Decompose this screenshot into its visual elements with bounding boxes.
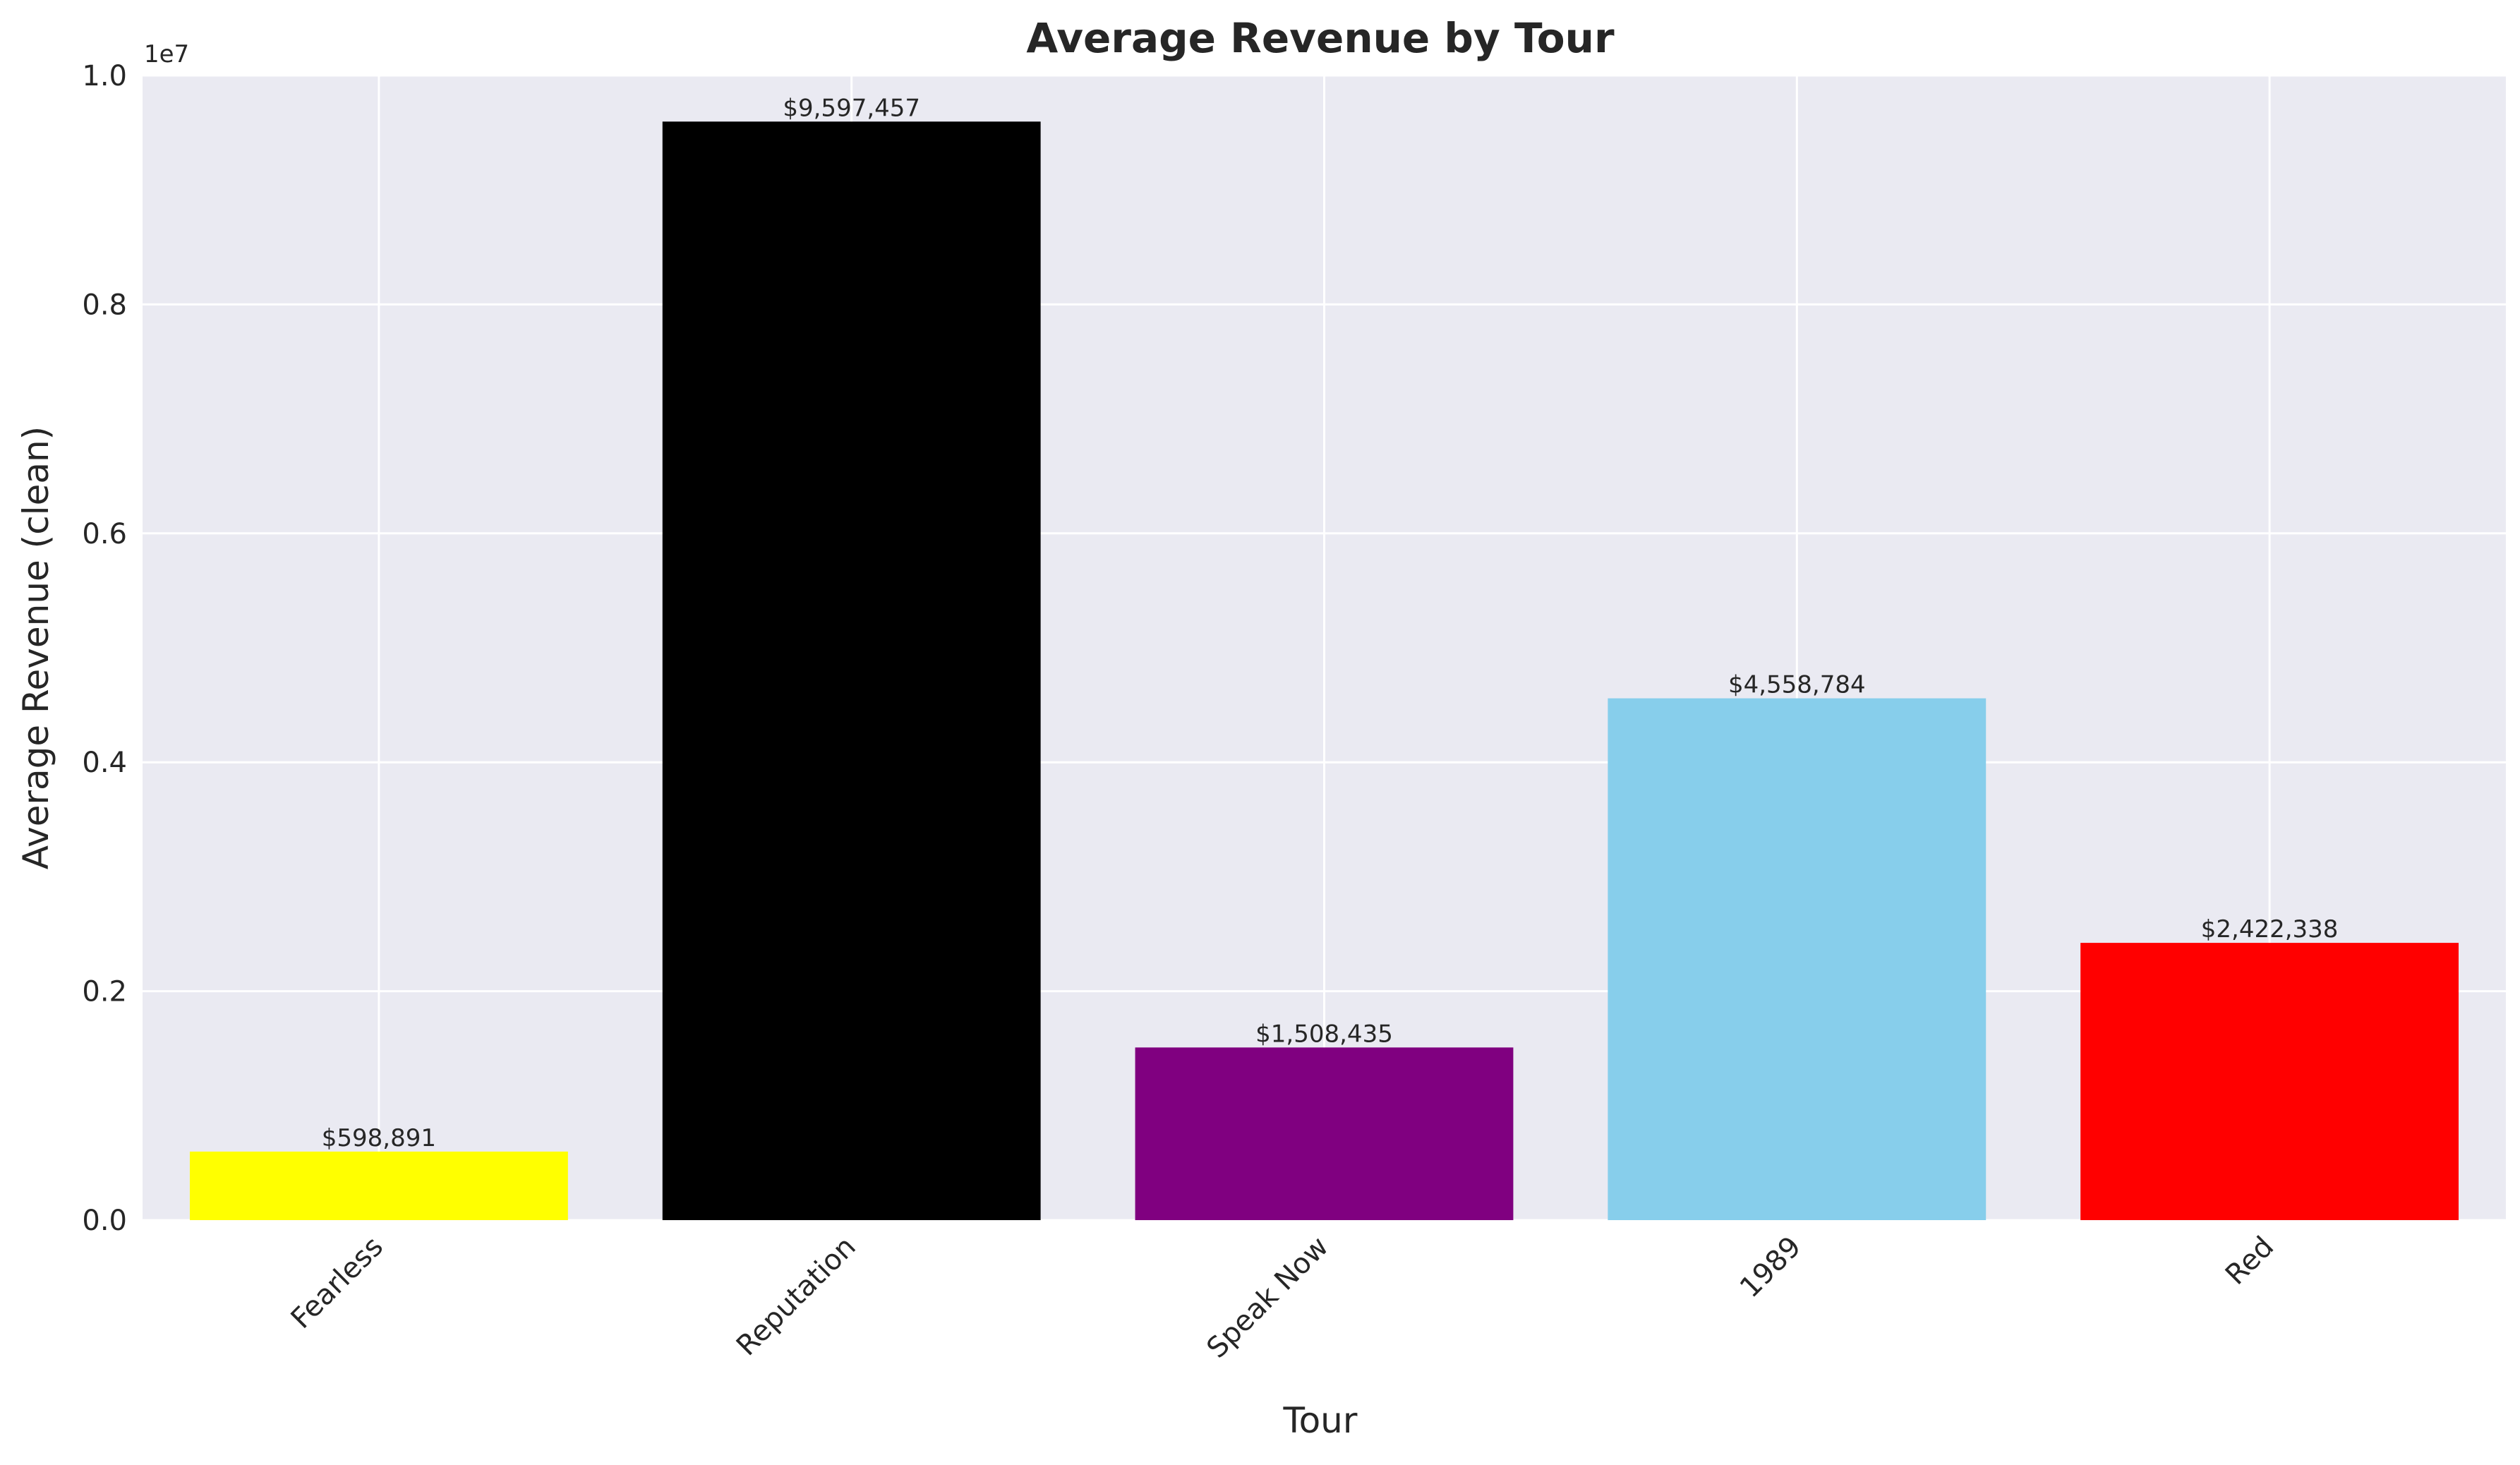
x-axis-label: Tour bbox=[1283, 1400, 1358, 1441]
chart-title: Average Revenue by Tour bbox=[1026, 14, 1615, 62]
bar-1989 bbox=[1608, 698, 1987, 1220]
y-tick-label: 0.0 bbox=[82, 1205, 127, 1237]
y-tick-label: 0.4 bbox=[82, 747, 127, 779]
x-tick-label: 1989 bbox=[1734, 1231, 1808, 1305]
y-axis-offset-label: 1e7 bbox=[144, 40, 189, 68]
bar-value-label: $9,597,457 bbox=[783, 94, 920, 122]
x-tick-label: Reputation bbox=[730, 1231, 862, 1363]
bar-reputation bbox=[662, 121, 1041, 1220]
bars bbox=[189, 121, 2459, 1220]
bar-red bbox=[2080, 943, 2459, 1220]
x-tick-label: Fearless bbox=[285, 1231, 390, 1335]
bar-value-labels: $598,891 $9,597,457 $1,508,435 $4,558,784 $2… bbox=[322, 94, 2339, 1152]
bar-speak-now bbox=[1135, 1047, 1514, 1220]
x-axis-ticks: Fearless Reputation Speak Now 1989 Red bbox=[285, 1231, 2281, 1365]
y-tick-label: 1.0 bbox=[82, 60, 127, 92]
bar-value-label: $598,891 bbox=[322, 1124, 436, 1152]
y-axis-ticks: 0.0 0.2 0.4 0.6 0.8 1.0 bbox=[82, 60, 127, 1237]
y-axis-label: Average Revenue (clean) bbox=[16, 426, 56, 869]
x-tick-label: Speak Now bbox=[1200, 1231, 1334, 1365]
y-tick-label: 0.6 bbox=[82, 518, 127, 550]
bar-value-label: $1,508,435 bbox=[1255, 1020, 1393, 1048]
y-tick-label: 0.2 bbox=[82, 976, 127, 1008]
bar-value-label: $4,558,784 bbox=[1728, 671, 1866, 699]
x-tick-label: Red bbox=[2219, 1231, 2280, 1291]
bar-fearless bbox=[189, 1151, 568, 1220]
y-tick-label: 0.8 bbox=[82, 289, 127, 321]
bar-value-label: $2,422,338 bbox=[2201, 915, 2339, 943]
